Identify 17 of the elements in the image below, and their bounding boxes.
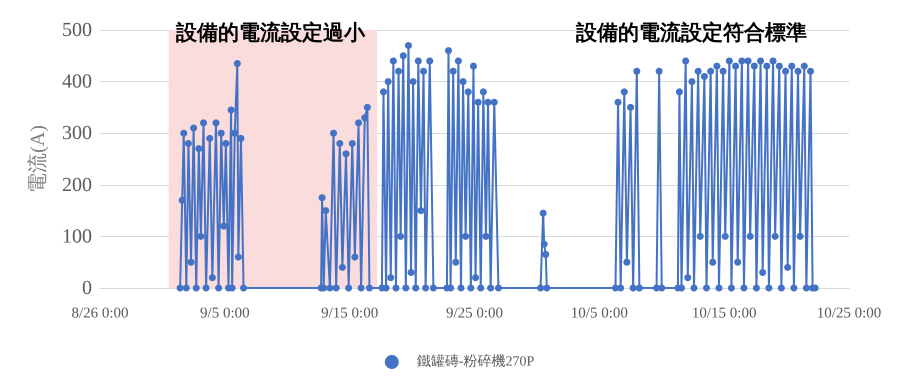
y-tick-label: 500 <box>62 19 92 41</box>
x-tick-label: 10/5 0:00 <box>570 306 628 322</box>
x-tick-label: 10/25 0:00 <box>816 306 882 322</box>
x-tick-label: 8/26 0:00 <box>71 306 129 322</box>
y-tick-label: 100 <box>62 225 92 248</box>
y-tick-label: 400 <box>62 70 92 93</box>
x-tick-label: 10/15 0:00 <box>692 306 756 322</box>
annotation: 設備的電流設定符合標準 <box>575 20 807 44</box>
y-tick-label: 300 <box>62 122 92 144</box>
y-tick-label: 200 <box>62 174 92 196</box>
x-tick-label: 9/25 0:00 <box>446 306 504 322</box>
y-axis-title: 電流(A) <box>27 125 49 193</box>
annotation: 設備的電流設定過小 <box>175 20 366 44</box>
legend-label: 鐵罐磚-粉碎機270P <box>416 354 534 370</box>
x-tick-label: 9/15 0:00 <box>321 306 378 322</box>
y-tick-label: 0 <box>82 277 92 299</box>
x-tick-label: 9/5 0:00 <box>200 306 250 322</box>
